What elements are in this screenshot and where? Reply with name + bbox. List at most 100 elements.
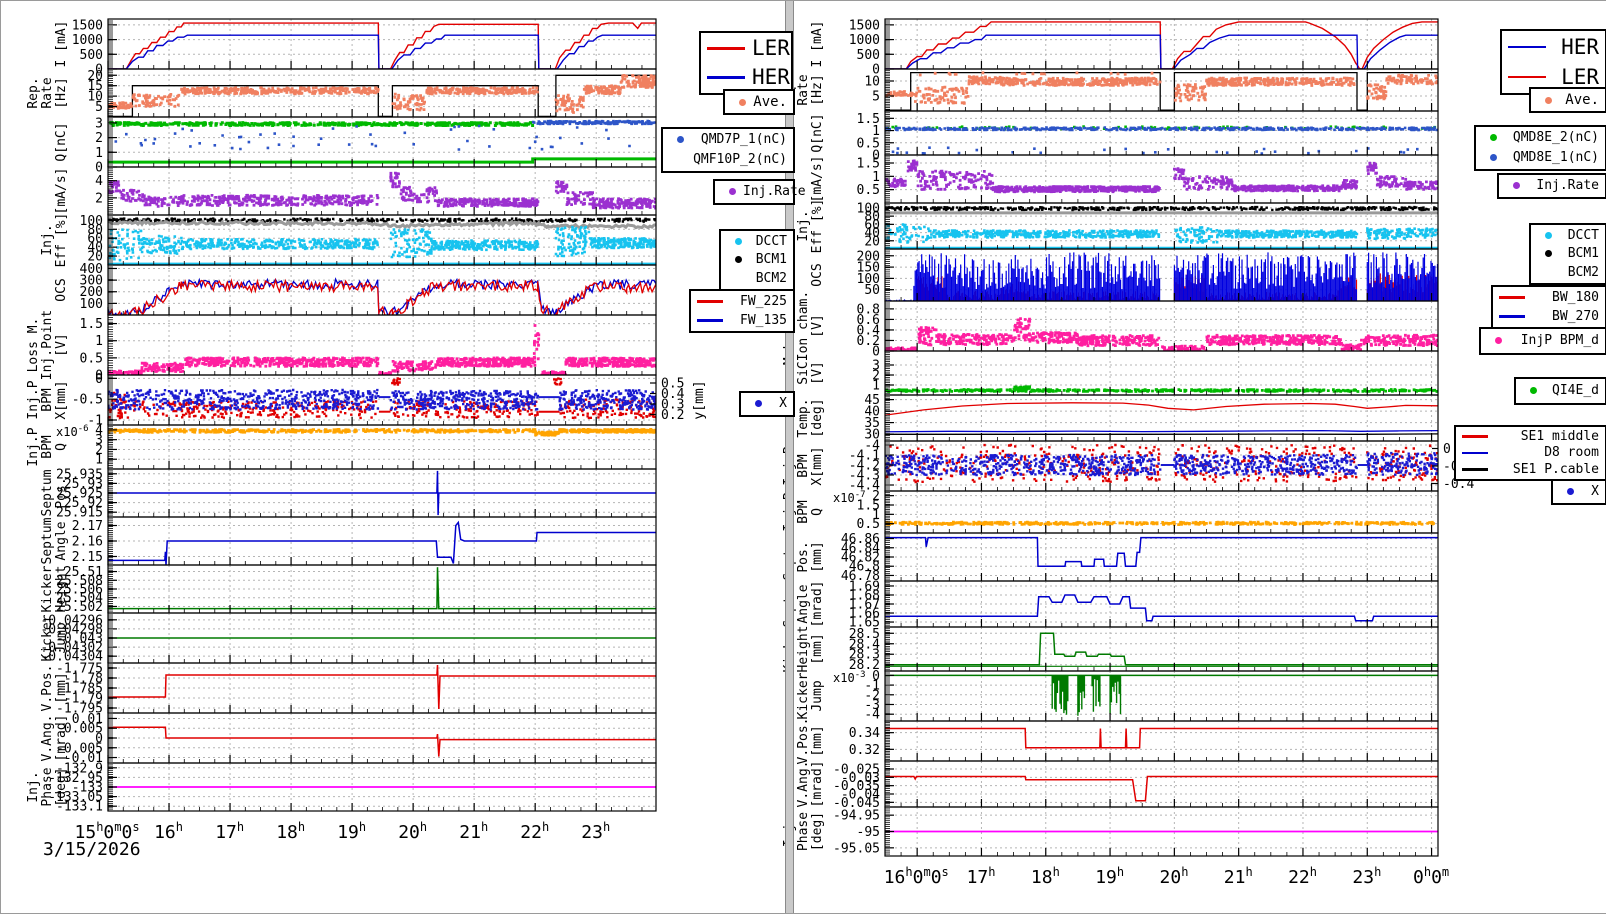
svg-text:Eff [%]: Eff [%]: [54, 213, 69, 268]
row-ler-injection-kicker-jump: -0.04304-0.04302-0.043-0.04298-0.04296Ki…: [40, 612, 657, 665]
legend-ave-left: Ave.: [723, 89, 795, 115]
svg-text:0: 0: [872, 149, 880, 164]
svg-text:25.935: 25.935: [56, 467, 103, 482]
svg-text:28.4: 28.4: [849, 637, 880, 652]
svg-text:200: 200: [857, 249, 880, 264]
legend-marker-dot: [1545, 250, 1552, 258]
svg-text:1: 1: [872, 508, 880, 523]
x-axis-label: 18h: [276, 820, 305, 843]
svg-text:46.86: 46.86: [841, 532, 880, 547]
svg-text:Height: Height: [796, 626, 811, 673]
legend-injp-bpm-d: InjP BPM_d: [1479, 327, 1606, 355]
legend-label: X: [779, 396, 787, 412]
legend-marker-line: [1499, 315, 1525, 318]
svg-text:[mm]: [mm]: [810, 725, 825, 756]
x-axis-label: 17h: [967, 865, 996, 888]
legend-spacer: [669, 159, 684, 161]
legend-label: HER: [752, 65, 790, 90]
svg-text:-0.03: -0.03: [841, 771, 880, 786]
svg-text:Temp.: Temp.: [796, 398, 811, 437]
legend-label: QMD7P_1(nC): [700, 132, 787, 148]
legend-label: DCCT: [1567, 227, 1599, 243]
legend-qi4e-d: QI4E_d: [1514, 377, 1606, 405]
svg-text:50: 50: [864, 283, 880, 298]
legend-label: D8 room: [1544, 445, 1599, 461]
legend-label: BCM1: [1567, 246, 1599, 262]
svg-text:1: 1: [95, 453, 103, 468]
svg-text:0.2: 0.2: [661, 408, 684, 423]
svg-text:1.66: 1.66: [849, 607, 880, 622]
svg-text:1.65: 1.65: [849, 616, 880, 631]
svg-text:-0.04: -0.04: [841, 788, 880, 803]
legend-qmd7p: QMD7P_1(nC) QMF10P_2(nC): [661, 127, 795, 173]
x-axis-label: 16h: [154, 820, 183, 843]
svg-text:0: 0: [95, 732, 103, 747]
svg-text:1: 1: [95, 146, 103, 161]
legend-fw: FW_225 FW_135: [689, 289, 795, 333]
svg-text:-4: -4: [864, 708, 880, 723]
legend-marker-dot: [755, 400, 762, 408]
svg-text:I [mA]: I [mA]: [810, 21, 825, 68]
x-axis-label: 22h: [520, 820, 549, 843]
legend-label: LER: [1561, 64, 1599, 89]
svg-text:-1.785: -1.785: [56, 682, 103, 697]
svg-text:-4.4: -4.4: [849, 479, 880, 494]
svg-text:30: 30: [864, 428, 880, 443]
legend-label: LER: [752, 36, 790, 61]
legend-marker-dot: [1545, 96, 1552, 104]
svg-text:10: 10: [87, 90, 103, 105]
svg-text:Inj.: Inj.: [40, 224, 55, 255]
svg-text:[deg]: [deg]: [54, 767, 69, 806]
svg-text:Rate: Rate: [796, 74, 811, 105]
legend-spacer: [727, 278, 742, 280]
svg-text:0: 0: [872, 345, 880, 360]
svg-text:Q: Q: [54, 443, 69, 451]
svg-text:Q[nC]: Q[nC]: [810, 113, 825, 152]
legend-ave-right: Ave.: [1529, 87, 1606, 113]
svg-text:46.84: 46.84: [841, 541, 880, 556]
svg-text:25.508: 25.508: [56, 574, 103, 589]
svg-text:5: 5: [872, 90, 880, 105]
svg-text:Kicker: Kicker: [40, 614, 55, 661]
svg-text:-1.79: -1.79: [64, 692, 103, 707]
legend-marker-line: [1462, 451, 1488, 455]
svg-text:-1: -1: [864, 679, 880, 694]
date-label: 3/15/2026: [43, 839, 141, 860]
svg-text:0: 0: [95, 372, 103, 387]
x-axis-label: 19h: [1095, 865, 1124, 888]
x-axis-label: 23h: [1352, 865, 1381, 888]
svg-text:100: 100: [80, 297, 103, 312]
legend-label: X: [1591, 484, 1599, 500]
legend-marker-dot: [677, 136, 684, 144]
svg-text:[mm]: [mm]: [54, 672, 69, 703]
svg-text:Pos.: Pos.: [54, 477, 69, 508]
svg-text:1.67: 1.67: [849, 598, 880, 613]
svg-text:0.32: 0.32: [849, 743, 880, 758]
svg-text:-133.1: -133.1: [56, 800, 103, 815]
svg-text:-4.2: -4.2: [849, 459, 880, 474]
legend-spacer: [1537, 272, 1552, 274]
svg-text:Rep.: Rep.: [26, 77, 41, 108]
row-her-injection-v-ang: -0.025-0.03-0.035-0.04-0.045 V.Ang. [mrad]: [796, 760, 1439, 811]
svg-text:3: 3: [95, 116, 103, 131]
row-her-injection-septum-angle: 1.651.661.671.681.69SeptumAngle[mrad]: [782, 579, 1439, 631]
panel-divider: [785, 1, 794, 913]
svg-text:0: 0: [872, 669, 880, 684]
legend-marker-line: [697, 300, 723, 303]
legend-label: Inj.Rate: [1536, 178, 1599, 194]
row-her-injection-kicker-jump: 0-1-2-3-4 Kicker Jump x10-3: [796, 669, 1439, 723]
svg-text:2: 2: [95, 191, 103, 206]
row-her-injection-inj-rate: 0.511.5 [mA/s]: [810, 154, 1439, 204]
legend-marker-dot: [739, 98, 746, 106]
svg-text:1: 1: [872, 124, 880, 139]
svg-text:Inj.: Inj.: [796, 210, 811, 241]
svg-text:Kicker: Kicker: [40, 565, 55, 612]
x-axis-label: 20h: [398, 820, 427, 843]
